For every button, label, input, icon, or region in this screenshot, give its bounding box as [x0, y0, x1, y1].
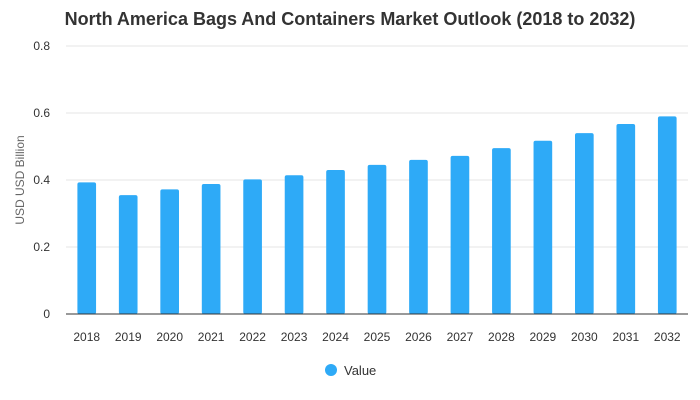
bar-2018[interactable]: [77, 182, 97, 314]
legend-label[interactable]: Value: [344, 363, 376, 378]
x-tick-label: 2030: [571, 330, 598, 344]
y-tick-label: 0.6: [33, 106, 50, 120]
x-tick-label: 2020: [156, 330, 183, 344]
bar-2031[interactable]: [616, 124, 636, 315]
x-axis-ticks: 2018 2019 2020 2021 2022 2023 2024 2025 2026 2027…: [73, 330, 681, 344]
x-tick-label: 2027: [447, 330, 474, 344]
y-axis-label: USD USD Billion: [13, 135, 27, 224]
y-tick-label: 0.8: [33, 39, 50, 53]
x-tick-label: 2025: [364, 330, 391, 344]
bar-2029[interactable]: [533, 140, 553, 314]
x-tick-label: 2024: [322, 330, 349, 344]
bars: [77, 116, 677, 315]
y-tick-label: 0.4: [33, 173, 50, 187]
bar-2023[interactable]: [284, 175, 304, 314]
bar-2020[interactable]: [160, 189, 179, 314]
legend-marker: [325, 364, 337, 376]
bar-2032[interactable]: [657, 116, 677, 314]
bar-2027[interactable]: [450, 155, 470, 314]
x-tick-label: 2026: [405, 330, 432, 344]
legend: Value: [325, 363, 376, 378]
bar-2022[interactable]: [243, 179, 262, 314]
bar-2028[interactable]: [492, 148, 511, 314]
x-tick-label: 2032: [654, 330, 681, 344]
bar-2019[interactable]: [118, 195, 138, 314]
x-tick-label: 2022: [239, 330, 266, 344]
bar-2024[interactable]: [326, 169, 345, 314]
chart-title: North America Bags And Containers Market…: [65, 9, 636, 29]
bar-2030[interactable]: [575, 133, 594, 314]
y-tick-label: 0.2: [33, 240, 50, 254]
x-tick-label: 2023: [281, 330, 308, 344]
bar-2026[interactable]: [409, 159, 428, 314]
x-tick-label: 2021: [198, 330, 225, 344]
x-tick-label: 2019: [115, 330, 142, 344]
x-tick-label: 2028: [488, 330, 515, 344]
x-tick-label: 2029: [530, 330, 557, 344]
x-tick-label: 2018: [73, 330, 100, 344]
y-axis-ticks: 0 0.2 0.4 0.6 0.8: [33, 39, 50, 321]
bar-2021[interactable]: [201, 184, 221, 314]
y-tick-label: 0: [43, 307, 50, 321]
bar-2025[interactable]: [367, 164, 387, 314]
x-tick-label: 2031: [612, 330, 639, 344]
